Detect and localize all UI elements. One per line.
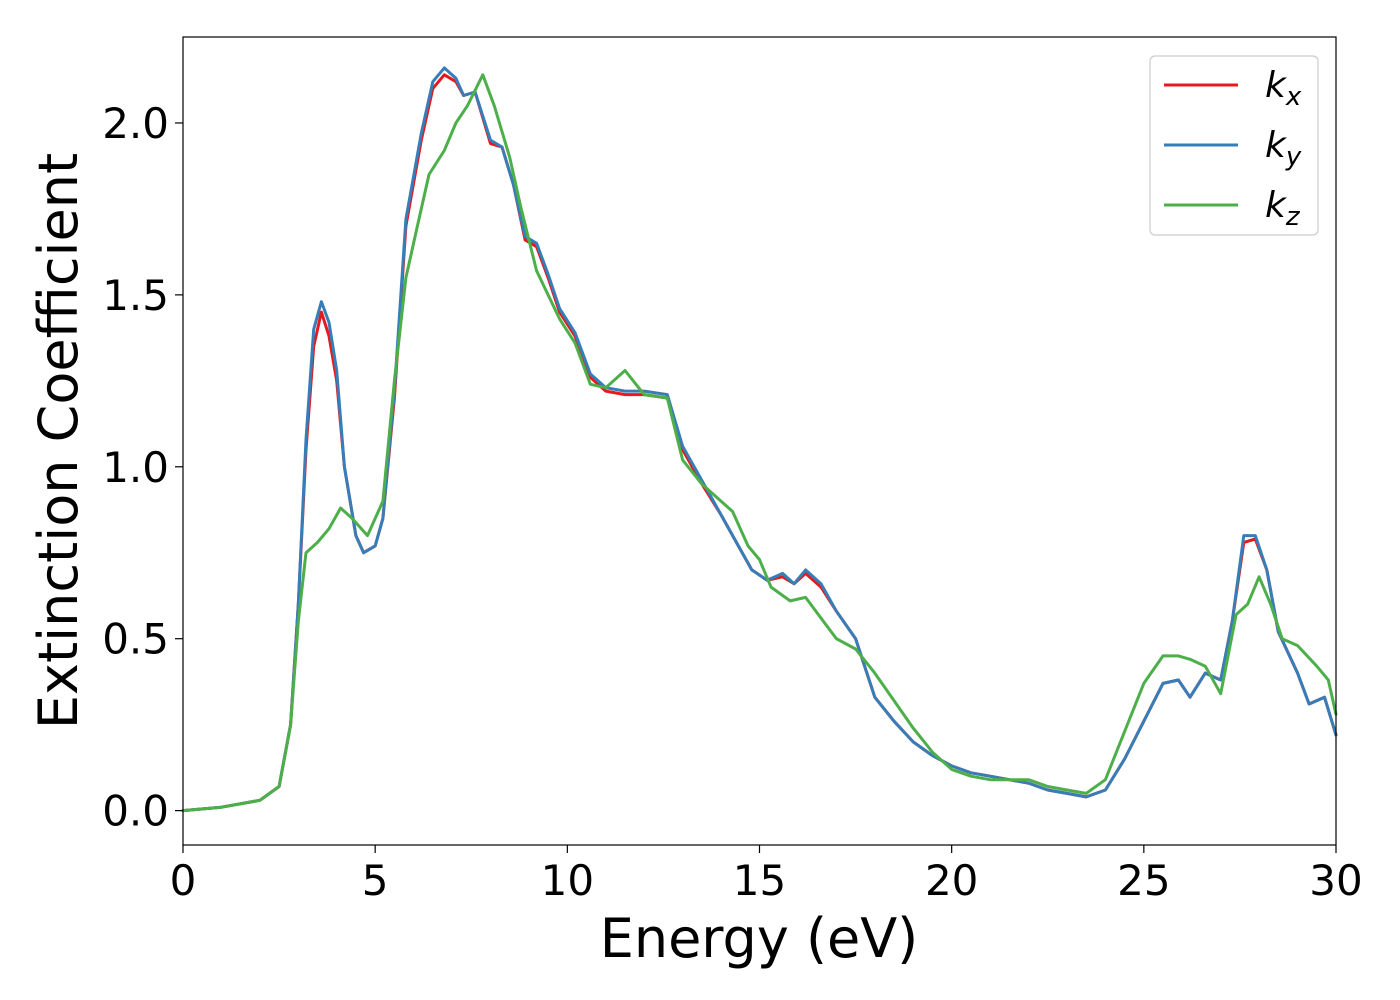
series-line-kz [181,73,1338,813]
y-tick-label: 1.5 [102,271,169,320]
x-tick-label: 0 [170,856,197,905]
y-tick-label: 0.5 [102,615,169,664]
legend: kx ky kz [1149,55,1319,236]
legend-label-kz: kz [1265,185,1301,232]
x-tick-label: 25 [1117,856,1170,905]
x-tick-label: 30 [1309,856,1362,905]
series-line-ky [181,66,1338,813]
x-tick-label: 10 [541,856,594,905]
y-tick-label: 2.0 [102,99,169,148]
x-axis-title: Energy (eV) [600,907,919,970]
x-tick-label: 15 [733,856,786,905]
x-tick-label: 5 [362,856,389,905]
legend-label-ky: ky [1265,125,1302,172]
x-tick-label: 20 [925,856,978,905]
y-axis: 0.0 0.5 1.0 1.5 2.0 [102,99,183,836]
x-axis: 0 5 10 15 20 25 30 [170,845,1363,905]
y-tick-label: 1.0 [102,443,169,492]
series-layer [181,66,1338,813]
legend-label-kx: kx [1265,65,1302,112]
y-tick-label: 0.0 [102,787,169,836]
y-axis-title: Extinction Coefficient [27,153,90,729]
